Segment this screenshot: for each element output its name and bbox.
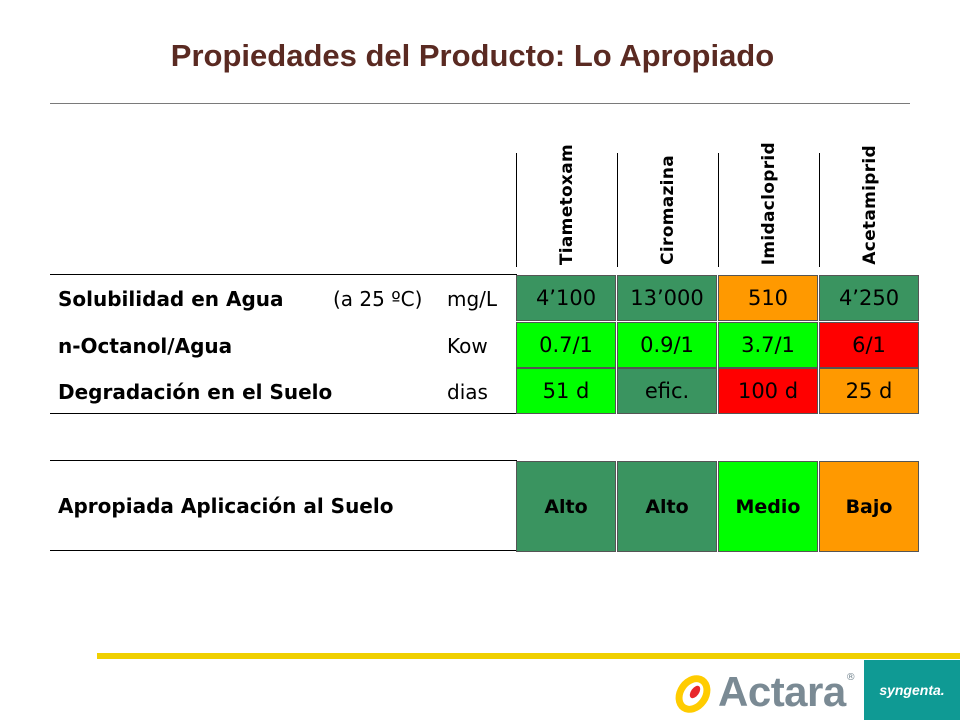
table-cell: 3.7/1	[718, 322, 818, 368]
actara-wordmark: Actara	[718, 668, 846, 715]
table-cell: 4’100	[516, 275, 616, 321]
column-header-label: Tiametoxam	[557, 143, 577, 265]
registered-mark: ®	[845, 672, 856, 683]
table-cell: 51 d	[516, 368, 616, 414]
table-cell: 100 d	[718, 368, 818, 414]
row-condition-solubility: (a 25 ºC)	[333, 287, 423, 311]
summary-top-rule	[50, 460, 517, 461]
summary-cell: Alto	[617, 461, 717, 552]
table-cell: 4’250	[819, 275, 919, 321]
actara-logo: Actara ®	[672, 664, 856, 720]
row-unit-octanol: Kow	[447, 334, 488, 358]
summary-cell: Medio	[718, 461, 818, 552]
table-top-rule	[50, 274, 517, 275]
row-label-degradation: Degradación en el Suelo	[58, 380, 333, 404]
table-cell: 510	[718, 275, 818, 321]
column-header-label: Acetamiprid	[860, 145, 880, 265]
summary-cell: Alto	[516, 461, 616, 552]
table-cell: 13’000	[617, 275, 717, 321]
column-header-label: Ciromazina	[658, 155, 678, 265]
column-header-imidacloprid: Imidacloprid	[718, 141, 818, 267]
row-unit-solubility: mg/L	[447, 287, 498, 311]
table-cell: 6/1	[819, 322, 919, 368]
column-header-ciromazina: Ciromazina	[617, 145, 717, 267]
row-label-octanol: n-Octanol/Agua	[58, 334, 233, 358]
column-divider	[718, 153, 719, 267]
column-divider	[617, 153, 618, 267]
table-cell: efic.	[617, 368, 717, 414]
footer-accent-bar	[97, 653, 960, 659]
column-header-label: Imidacloprid	[759, 141, 779, 265]
title-divider	[50, 103, 910, 104]
column-header-tiametoxam: Tiametoxam	[516, 143, 616, 267]
syngenta-logo: syngenta.	[864, 660, 960, 720]
actara-swirl-icon	[675, 675, 711, 713]
row-label-solubility: Solubilidad en Agua	[58, 287, 284, 311]
syngenta-wordmark: syngenta.	[879, 682, 945, 698]
column-divider	[516, 153, 517, 267]
table-cell: 0.9/1	[617, 322, 717, 368]
page-title: Propiedades del Producto: Lo Apropiado	[170, 38, 775, 73]
summary-cell: Bajo	[819, 461, 919, 552]
table-cell: 25 d	[819, 368, 919, 414]
column-header-acetamiprid: Acetamiprid	[819, 145, 919, 267]
table-bottom-rule	[50, 413, 517, 414]
summary-bottom-rule	[50, 550, 517, 551]
row-unit-degradation: dias	[447, 380, 488, 404]
summary-label: Apropiada Aplicación al Suelo	[58, 494, 394, 518]
column-divider	[819, 153, 820, 267]
table-cell: 0.7/1	[516, 322, 616, 368]
